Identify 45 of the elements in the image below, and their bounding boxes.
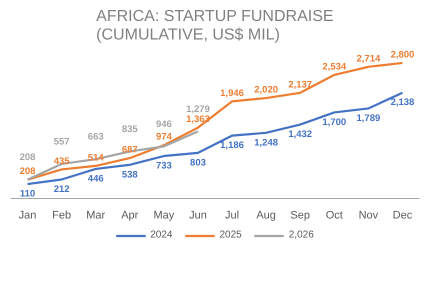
- data-label: 208: [20, 166, 36, 178]
- x-tick-label: Mar: [86, 210, 106, 222]
- data-label: 2,800: [390, 49, 414, 60]
- data-label: 803: [190, 157, 206, 168]
- data-label: 538: [122, 169, 138, 180]
- data-label: 1,432: [288, 129, 312, 140]
- x-tick-label: Nov: [358, 210, 379, 222]
- data-label: 2,020: [254, 84, 278, 96]
- data-label: 110: [20, 188, 36, 200]
- data-label: 2,137: [288, 79, 312, 90]
- legend-label: 2024: [150, 230, 172, 240]
- data-label: 2,138: [390, 97, 414, 108]
- data-label: 2,714: [356, 53, 381, 64]
- data-label: 435: [54, 156, 70, 167]
- legend-label: 2025: [219, 230, 242, 240]
- data-label: 835: [122, 124, 138, 135]
- x-tick-label: May: [153, 210, 175, 222]
- data-label: 733: [156, 160, 172, 172]
- x-tick-label: Sep: [290, 210, 310, 222]
- data-label: 687: [122, 144, 138, 156]
- data-label: 1,789: [356, 112, 380, 124]
- data-label: 663: [88, 132, 104, 143]
- data-label: 446: [88, 173, 104, 184]
- data-label: 1,946: [220, 88, 244, 99]
- data-label: 2,534: [322, 61, 347, 72]
- data-label: 514: [88, 152, 104, 164]
- x-tick-label: Jun: [189, 210, 207, 222]
- legend-label: 2,026: [288, 230, 314, 240]
- data-label: 946: [156, 118, 172, 130]
- x-tick-label: Jan: [18, 210, 36, 222]
- x-tick-label: Dec: [392, 210, 413, 222]
- x-tick-label: Aug: [256, 210, 276, 222]
- data-label: 557: [54, 136, 70, 148]
- x-tick-label: Apr: [121, 210, 139, 222]
- data-label: 1,279: [186, 104, 210, 115]
- data-label: 1,248: [254, 137, 278, 148]
- data-label: 212: [54, 184, 70, 195]
- data-label: 1,700: [322, 116, 346, 128]
- data-label: 974: [156, 132, 173, 143]
- x-tick-label: Jul: [225, 210, 240, 222]
- x-tick-label: Oct: [326, 210, 343, 222]
- data-label: 1,186: [220, 140, 244, 152]
- x-tick-label: Feb: [52, 210, 72, 222]
- chart-title: AFRICA: STARTUP FUNDRAISE (CUMULATIVE, US$ MIL): [96, 8, 334, 44]
- data-label: 208: [20, 152, 36, 164]
